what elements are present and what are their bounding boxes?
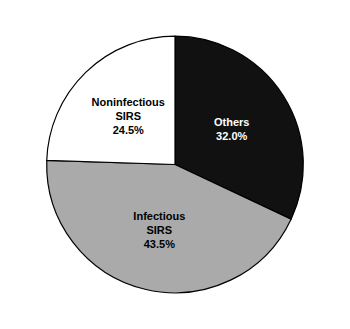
- svg-text:32.0%: 32.0%: [216, 130, 247, 142]
- svg-text:SIRS: SIRS: [146, 224, 172, 236]
- svg-text:Noninfectious: Noninfectious: [92, 96, 165, 108]
- svg-text:SIRS: SIRS: [115, 110, 141, 122]
- svg-text:Others: Others: [214, 116, 249, 128]
- svg-text:43.5%: 43.5%: [144, 238, 175, 250]
- svg-text:Infectious: Infectious: [133, 210, 185, 222]
- svg-text:24.5%: 24.5%: [113, 124, 144, 136]
